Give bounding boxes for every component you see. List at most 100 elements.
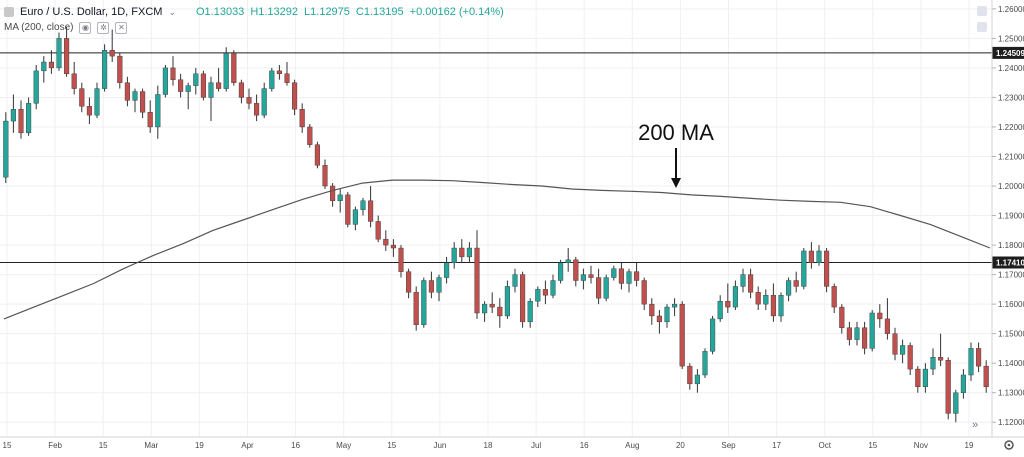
- candle-body: [732, 286, 738, 308]
- time-tick-label: 16: [580, 441, 589, 450]
- horizontal-levels[interactable]: 1.24509 1.17410: [0, 46, 1024, 269]
- scroll-to-realtime-button[interactable]: »: [972, 419, 978, 431]
- object-tree-icon[interactable]: [977, 6, 987, 16]
- ma200-line: [3, 179, 991, 320]
- time-axis[interactable]: 15 Feb 15 Mar 19 Apr 16 May 15 Jun 18 Jul 16 Aug 20 Sep…: [0, 436, 1024, 450]
- candle-body: [641, 280, 647, 305]
- candle-body: [284, 73, 290, 83]
- time-tick-label: Nov: [914, 441, 928, 450]
- candle-body: [717, 300, 723, 320]
- candle-body: [907, 345, 913, 370]
- chart-settings-button[interactable]: [1004, 440, 1014, 450]
- symbol-title[interactable]: Euro / U.S. Dollar, 1D, FXCM: [20, 6, 163, 18]
- time-tick-label: 15: [99, 441, 108, 450]
- candle-body: [603, 277, 609, 299]
- gear-icon[interactable]: ✲: [97, 22, 110, 34]
- time-tick-label: Feb: [48, 441, 62, 450]
- candle-body: [824, 250, 830, 287]
- candle-body: [596, 277, 602, 299]
- candle-body: [497, 306, 503, 317]
- candle-body: [102, 49, 108, 89]
- gear-icon: [1004, 440, 1014, 450]
- level-price-tag: [992, 256, 1024, 269]
- candle-body: [26, 103, 32, 134]
- candle-body: [725, 300, 731, 308]
- candle-body: [634, 271, 640, 281]
- candle-body: [451, 247, 457, 263]
- candle-body: [269, 70, 275, 89]
- chevron-down-icon[interactable]: ⌄: [168, 7, 176, 17]
- candle-body: [94, 88, 100, 116]
- candle-body: [900, 345, 906, 355]
- price-tick-label: 1.17000: [998, 271, 1024, 280]
- time-tick-label: Mar: [144, 441, 158, 450]
- annotation: 200 MA: [638, 120, 714, 188]
- price-axis[interactable]: 1.26000 1.25000 1.24000 1.23000 1.22000 1.210…: [991, 0, 1024, 437]
- candle-body: [162, 67, 168, 95]
- candle-body: [839, 306, 845, 328]
- candle-body: [200, 73, 206, 98]
- indicator-legend-row: MA (200, close) ◉ ✲ ✕: [4, 20, 504, 36]
- candle-body: [322, 165, 328, 187]
- candle-body: [223, 52, 229, 89]
- candle-body: [383, 238, 389, 246]
- price-tick-label: 1.13000: [998, 389, 1024, 398]
- candle-body: [56, 38, 62, 69]
- candle-body: [565, 259, 571, 263]
- candle-body: [178, 79, 184, 92]
- time-tick-label: May: [336, 441, 351, 450]
- close-icon[interactable]: ✕: [115, 22, 128, 34]
- price-tick-label: 1.25000: [998, 34, 1024, 43]
- candle-body: [64, 38, 70, 75]
- candle-body: [18, 109, 24, 134]
- level-price-label: 1.17410: [996, 258, 1024, 267]
- candle-body: [618, 268, 624, 284]
- ma-indicator-label[interactable]: MA (200, close): [4, 22, 74, 33]
- candle-body: [406, 271, 412, 293]
- candle-body: [915, 368, 921, 388]
- open-value: O1.13033: [195, 6, 245, 18]
- low-value: L1.12975: [304, 6, 350, 18]
- candle-body: [375, 221, 381, 240]
- ma200-series: [3, 179, 991, 320]
- candle-body: [664, 306, 670, 323]
- time-tick-label: Jun: [433, 441, 446, 450]
- candle-body: [748, 274, 754, 293]
- candle-body: [710, 318, 716, 352]
- price-tick-label: 1.21000: [998, 152, 1024, 161]
- candle-body: [314, 144, 320, 166]
- candle-body: [208, 82, 214, 98]
- candle-body: [466, 247, 472, 258]
- candle-body: [968, 348, 974, 376]
- candle-body: [185, 85, 191, 92]
- symbol-legend-row: Euro / U.S. Dollar, 1D, FXCM ⌄ O1.13033 …: [4, 4, 504, 20]
- candle-body: [79, 88, 85, 107]
- candle-body: [86, 106, 92, 116]
- candle-body: [770, 295, 776, 317]
- price-tick-label: 1.26000: [998, 5, 1024, 14]
- candle-body: [444, 262, 450, 278]
- time-tick-label: 18: [484, 441, 493, 450]
- candle-body: [527, 300, 533, 323]
- candle-body: [489, 303, 495, 308]
- candle-body: [170, 67, 176, 80]
- candle-body: [763, 295, 769, 305]
- price-tick-label: 1.19000: [998, 212, 1024, 221]
- candle-body: [48, 61, 54, 69]
- time-tick-label: 19: [965, 441, 974, 450]
- candle-body: [421, 280, 427, 325]
- candle-body: [124, 82, 130, 101]
- candle-body: [140, 91, 146, 113]
- candle-body: [938, 357, 944, 361]
- candle-body: [702, 351, 708, 376]
- candle-body: [930, 357, 936, 370]
- candle-body: [368, 200, 374, 222]
- data-window-icon[interactable]: [977, 22, 987, 32]
- level-price-tag: [992, 46, 1024, 59]
- eye-icon[interactable]: ◉: [79, 22, 92, 34]
- candle-body: [884, 318, 890, 334]
- candle-body: [482, 303, 488, 314]
- candle-body: [679, 303, 685, 367]
